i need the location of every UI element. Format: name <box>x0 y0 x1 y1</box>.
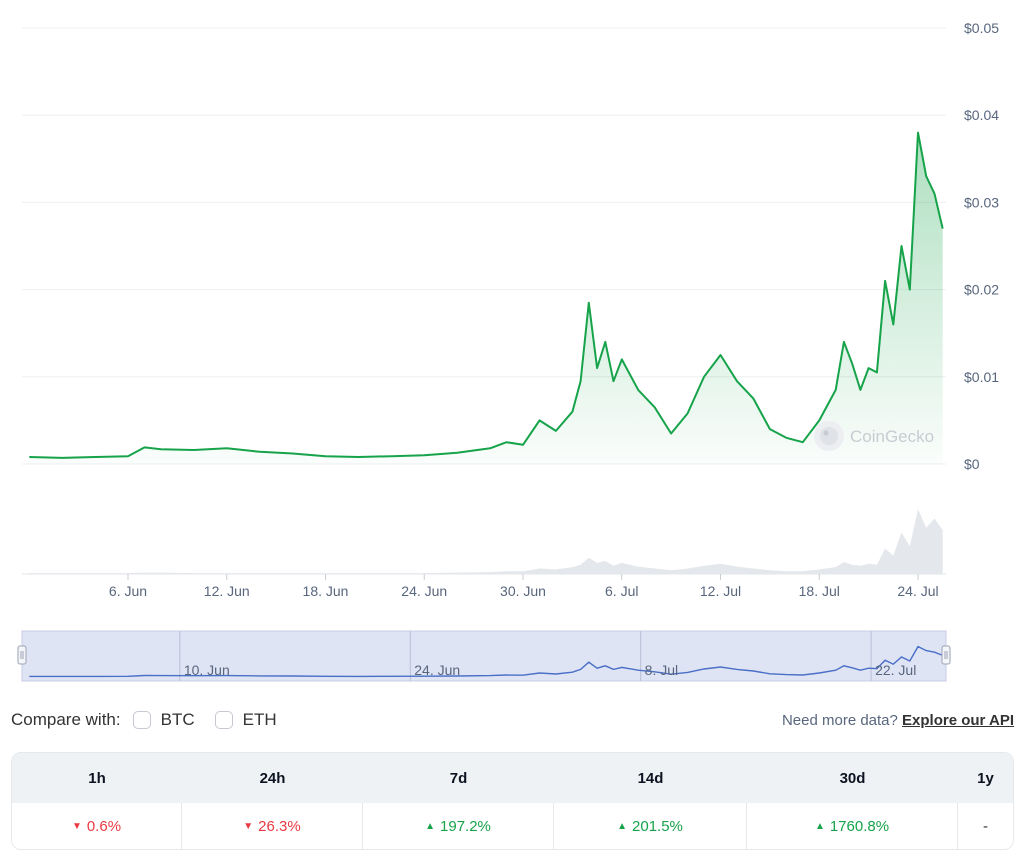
navigator-line <box>29 645 943 678</box>
triangle-up-icon: ▲ <box>425 820 436 832</box>
price-chart[interactable]: $0.05 $0.04 $0.03 $0.02 $0.01 $0 CoinGecko 6.… <box>0 0 1024 700</box>
performance-header-row: 1h 24h 7d 14d 30d 1y <box>12 753 1013 803</box>
price-area <box>29 132 943 464</box>
change-30d-value: 1760.8% <box>829 817 890 835</box>
performance-value-row: ▼ 0.6% ▼ 26.3% ▲ 197.2% ▲ 201.5% ▲ 1760.8% - <box>12 803 1013 849</box>
y-tick-label: $0.01 <box>964 369 999 385</box>
triangle-down-icon: ▼ <box>243 820 254 832</box>
navigator-dividers <box>179 631 872 681</box>
change-14d: ▲ 201.5% <box>554 803 747 849</box>
coingecko-watermark: CoinGecko <box>814 421 934 451</box>
watermark-text: CoinGecko <box>850 427 934 446</box>
compare-label: Compare with: <box>11 710 121 729</box>
change-24h-value: 26.3% <box>258 817 301 835</box>
navigator-tick-label: 22. Jul <box>875 662 916 678</box>
y-tick-label: $0 <box>964 456 980 472</box>
change-1y-value: - <box>983 817 988 835</box>
change-30d: ▲ 1760.8% <box>747 803 958 849</box>
api-prompt: Need more data? <box>781 711 898 729</box>
change-1y: - <box>958 803 1013 849</box>
chart-gridlines <box>22 27 946 575</box>
header-30d: 30d <box>839 769 866 787</box>
api-promo: Need more data? Explore our API <box>782 712 1014 729</box>
y-tick-label: $0.02 <box>964 282 999 298</box>
navigator-tick-label: 24. Jun <box>414 662 460 678</box>
x-tick-label: 18. Jul <box>799 583 840 599</box>
x-tick-label: 24. Jul <box>897 583 938 599</box>
x-tick-label: 6. Jun <box>109 583 147 599</box>
y-tick-label: $0.05 <box>964 20 999 36</box>
performance-table: 1h 24h 7d 14d 30d 1y ▼ 0.6% ▼ 26.3% ▲ 197.2… <box>11 752 1014 850</box>
header-14d: 14d <box>637 769 664 787</box>
volume-bars <box>29 509 943 574</box>
header-1y: 1y <box>977 769 994 787</box>
y-tick-label: $0.04 <box>964 107 999 123</box>
triangle-down-icon: ▼ <box>71 820 82 832</box>
eth-checkbox[interactable] <box>214 711 233 729</box>
navigator-selection[interactable] <box>21 630 947 682</box>
x-tick-label: 30. Jun <box>500 583 546 599</box>
change-1h: ▼ 0.6% <box>12 803 182 849</box>
navigator-tick-label: 8. Jul <box>645 662 678 678</box>
header-1h: 1h <box>88 769 106 787</box>
header-24h: 24h <box>259 769 286 787</box>
triangle-up-icon: ▲ <box>814 820 825 832</box>
navigator-ticks: 10. Jun 24. Jun 8. Jul 22. Jul <box>184 662 916 678</box>
y-tick-label: $0.03 <box>964 194 999 210</box>
volume-area <box>29 509 943 574</box>
x-axis: 6. Jun 12. Jun 18. Jun 24. Jun 30. Jun 6. Jul… <box>109 574 939 599</box>
price-line <box>29 131 944 459</box>
change-1h-value: 0.6% <box>86 817 122 835</box>
navigator-tick-label: 10. Jun <box>184 662 230 678</box>
change-14d-value: 201.5% <box>632 817 683 835</box>
x-tick-label: 6. Jul <box>605 583 638 599</box>
change-24h: ▼ 26.3% <box>182 803 363 849</box>
eth-label: ETH <box>242 710 277 729</box>
compare-row: Compare with: BTC ETH Need more data? Ex… <box>11 706 1014 734</box>
x-tick-label: 24. Jun <box>401 583 447 599</box>
btc-label: BTC <box>160 710 195 729</box>
change-7d: ▲ 197.2% <box>363 803 554 849</box>
navigator-left-handle[interactable] <box>17 645 27 665</box>
x-tick-label: 12. Jun <box>204 583 250 599</box>
range-navigator[interactable]: 10. Jun 24. Jun 8. Jul 22. Jul <box>17 630 951 682</box>
navigator-series <box>29 645 943 678</box>
y-axis: $0.05 $0.04 $0.03 $0.02 $0.01 $0 <box>964 20 999 472</box>
price-series <box>29 131 944 464</box>
navigator-right-handle[interactable] <box>941 645 951 665</box>
triangle-up-icon: ▲ <box>617 820 628 832</box>
explore-api-link[interactable]: Explore our API <box>902 711 1014 729</box>
header-7d: 7d <box>449 769 468 787</box>
change-7d-value: 197.2% <box>440 817 491 835</box>
x-tick-label: 18. Jun <box>303 583 349 599</box>
x-tick-label: 12. Jul <box>700 583 741 599</box>
compare-eth-option[interactable]: ETH <box>214 710 277 730</box>
btc-checkbox[interactable] <box>132 711 151 729</box>
compare-btc-option[interactable]: BTC <box>132 710 195 730</box>
